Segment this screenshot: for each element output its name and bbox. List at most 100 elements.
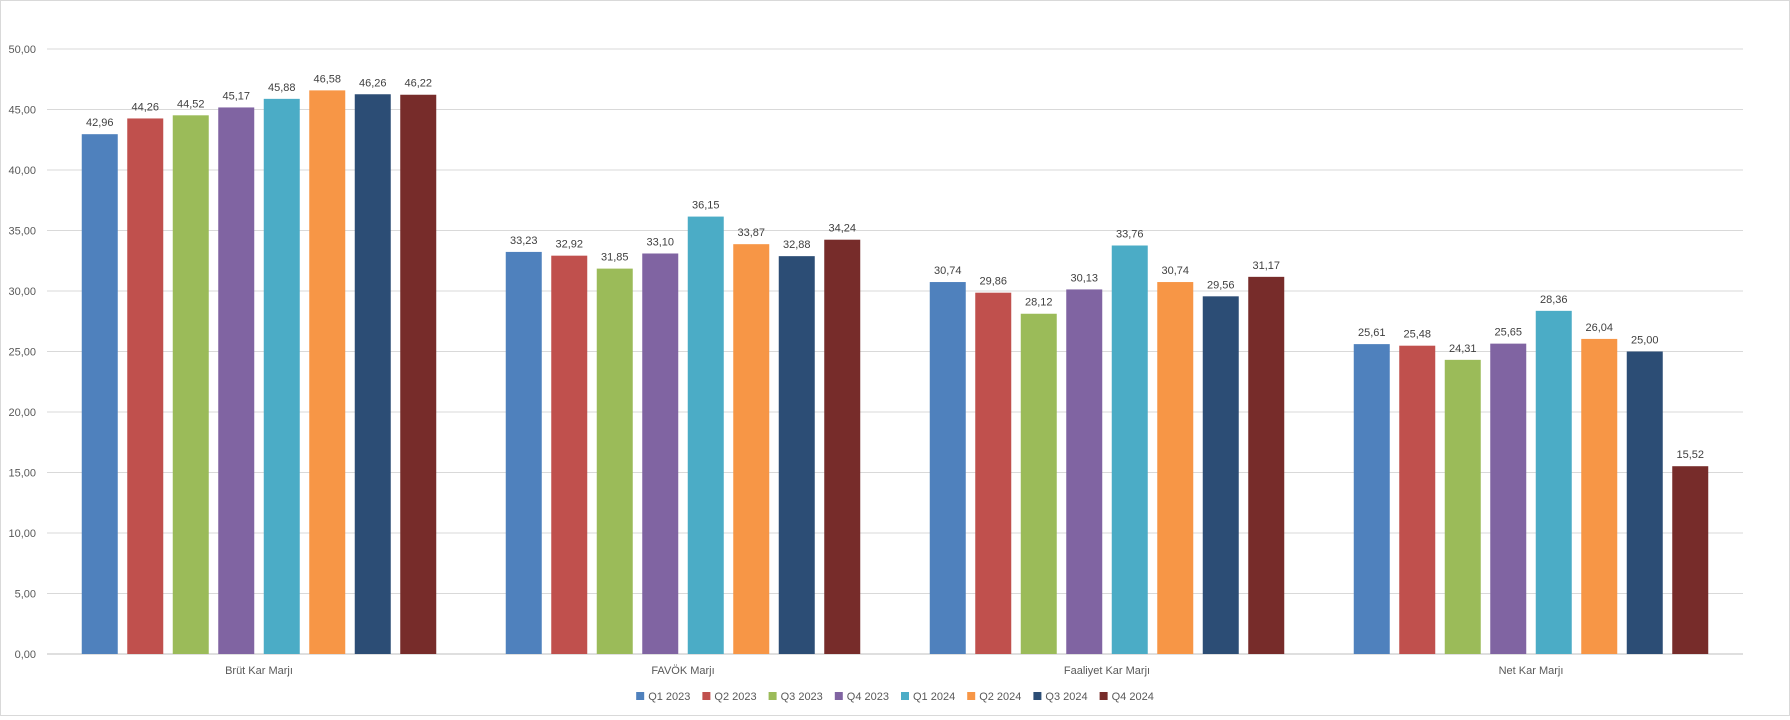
bar: [551, 255, 588, 654]
legend-swatch: [834, 692, 843, 700]
data-label: 31,85: [601, 252, 629, 264]
category-label: FAVÖK Marjı: [651, 665, 714, 677]
data-label: 26,04: [1585, 322, 1613, 334]
bar: [687, 216, 724, 654]
data-label: 24,31: [1449, 343, 1477, 355]
data-label: 25,48: [1403, 329, 1431, 341]
legend-label: Q1 2024: [913, 691, 955, 703]
bars: [81, 90, 1709, 655]
data-label: 30,74: [1161, 265, 1189, 277]
data-label: 34,24: [828, 223, 856, 235]
data-label: 25,61: [1358, 327, 1386, 339]
bar: [596, 268, 633, 654]
bar: [778, 256, 815, 654]
legend: Q1 2023 Q2 2023 Q3 2023 Q4 2023 Q1 2024 Q2 20…: [636, 691, 1154, 703]
data-label: 33,10: [646, 236, 674, 248]
legend-item: Q4 2024: [1099, 691, 1154, 703]
bar: [354, 94, 391, 654]
data-label: 32,92: [555, 239, 583, 251]
bar: [1202, 296, 1239, 654]
y-tick-label: 35,00: [8, 226, 36, 238]
data-label: 33,87: [737, 227, 765, 239]
gridlines: [47, 48, 1743, 655]
legend-swatch: [901, 692, 909, 700]
data-label: 46,26: [359, 77, 387, 89]
data-label: 36,15: [692, 200, 720, 212]
x-axis-categories: Brüt Kar Marjı FAVÖK Marjı Faaliyet Kar Ma…: [225, 665, 1563, 677]
bar: [1581, 338, 1618, 654]
bar: [127, 118, 164, 655]
bar: [929, 282, 966, 654]
bar: [1248, 276, 1285, 654]
legend-swatch: [768, 692, 777, 700]
legend-item: Q1 2024: [901, 691, 955, 703]
y-tick-label: 10,00: [8, 528, 36, 540]
legend-item: Q4 2023: [834, 691, 889, 703]
legend-label: Q2 2024: [979, 691, 1021, 703]
y-tick-label: 30,00: [8, 286, 36, 298]
bar: [1399, 345, 1436, 654]
bar: [824, 239, 861, 655]
bar: [1490, 343, 1527, 654]
legend-swatch: [967, 692, 976, 700]
bar: [309, 90, 346, 654]
data-labels: 42,96 44,26 44,52 45,17 45,88 46,58 46,26 46,22…: [86, 73, 1704, 461]
data-label: 46,58: [313, 73, 341, 85]
data-label: 30,13: [1070, 272, 1098, 284]
y-tick-label: 25,00: [8, 347, 36, 359]
bar: [1672, 466, 1709, 654]
bar: [1444, 359, 1481, 654]
data-label: 44,26: [131, 101, 159, 113]
data-label: 25,65: [1494, 327, 1522, 339]
bar: [1111, 245, 1148, 654]
data-label: 33,76: [1116, 229, 1144, 241]
y-tick-label: 20,00: [8, 407, 36, 419]
data-label: 30,74: [934, 265, 962, 277]
legend-item: Q3 2023: [768, 691, 823, 703]
bar: [733, 244, 770, 654]
bar: [172, 115, 209, 655]
legend-swatch: [1099, 692, 1108, 700]
bar: [81, 134, 118, 654]
legend-label: Q3 2023: [781, 691, 823, 703]
data-label: 15,52: [1676, 449, 1704, 461]
legend-label: Q4 2023: [847, 691, 889, 703]
bar: [1535, 310, 1572, 654]
legend-item: Q1 2023: [636, 691, 690, 703]
data-label: 31,17: [1252, 260, 1280, 272]
bar: [1157, 282, 1194, 654]
legend-swatch: [702, 692, 711, 700]
legend-swatch: [1033, 692, 1042, 700]
bar: [1066, 289, 1103, 654]
category-label: Faaliyet Kar Marjı: [1064, 665, 1150, 677]
category-label: Brüt Kar Marjı: [225, 665, 293, 677]
bar: [1020, 313, 1057, 654]
y-axis-ticks: 0,00 5,00 10,00 15,00 20,00 25,00 30,00 35,00 40…: [8, 44, 36, 661]
data-label: 46,22: [404, 78, 432, 90]
bar: [218, 107, 255, 655]
bar: [1626, 351, 1663, 654]
data-label: 29,86: [979, 276, 1007, 288]
y-tick-label: 5,00: [15, 589, 36, 601]
legend-item: Q2 2024: [967, 691, 1021, 703]
y-tick-label: 0,00: [15, 649, 36, 661]
category-label: Net Kar Marjı: [1499, 665, 1564, 677]
data-label: 45,17: [222, 90, 250, 102]
y-tick-label: 50,00: [8, 44, 36, 56]
data-label: 33,23: [510, 235, 538, 247]
y-tick-label: 40,00: [8, 165, 36, 177]
legend-label: Q3 2024: [1045, 691, 1087, 703]
data-label: 28,12: [1025, 297, 1053, 309]
bar: [505, 251, 542, 655]
bar: [975, 292, 1012, 654]
bar: [400, 94, 437, 655]
y-tick-label: 15,00: [8, 468, 36, 480]
y-tick-label: 45,00: [8, 105, 36, 117]
legend-swatch: [636, 692, 645, 700]
bar: [1353, 344, 1390, 654]
data-label: 32,88: [783, 239, 811, 251]
legend-label: Q4 2024: [1112, 691, 1154, 703]
legend-item: Q2 2023: [702, 691, 757, 703]
